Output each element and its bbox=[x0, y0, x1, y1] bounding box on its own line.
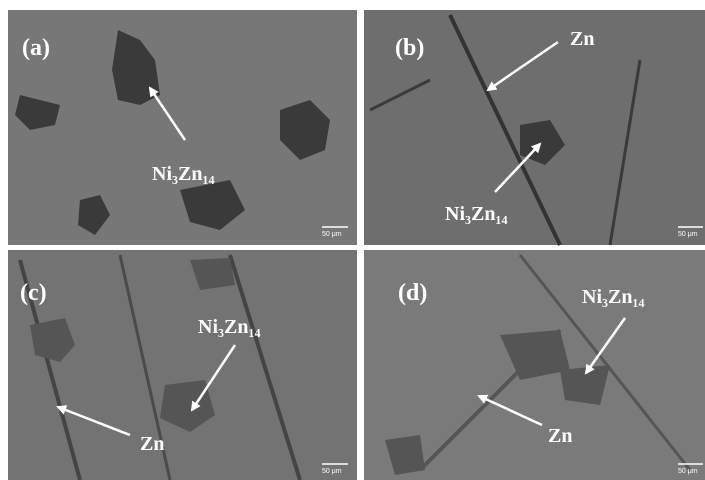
scale-label: 50 μm bbox=[322, 468, 342, 475]
annotation: Ni₃Zn₁₄ bbox=[152, 163, 214, 185]
annotation: Zn bbox=[548, 425, 572, 447]
panel-label: (a) bbox=[22, 35, 50, 61]
panel-label: (d) bbox=[398, 280, 427, 306]
annotation: Zn bbox=[570, 28, 594, 50]
micrograph-figure: (a) Ni₃Zn₁₄ 50 μm (b) Zn Ni₃Zn₁₄ 50 μm (… bbox=[0, 0, 705, 480]
annotation: Ni₃Zn₁₄ bbox=[198, 316, 260, 338]
annotation: Ni₃Zn₁₄ bbox=[582, 286, 644, 308]
panel-d: (d) Ni₃Zn₁₄ Zn 50 μm bbox=[364, 250, 705, 480]
panel-b: (b) Zn Ni₃Zn₁₄ 50 μm bbox=[364, 10, 705, 245]
annotation: Ni₃Zn₁₄ bbox=[445, 203, 507, 225]
panel-c: (c) Ni₃Zn₁₄ Zn 50 μm bbox=[8, 250, 357, 480]
panel-a: (a) Ni₃Zn₁₄ 50 μm bbox=[8, 10, 357, 245]
scale-label: 50 μm bbox=[678, 468, 698, 475]
panel-label: (c) bbox=[20, 280, 47, 306]
scale-label: 50 μm bbox=[322, 231, 342, 238]
micrograph bbox=[8, 250, 357, 480]
panel-label: (b) bbox=[395, 35, 424, 61]
scale-label: 50 μm bbox=[678, 231, 698, 238]
page: {"panels": [ {"label": "(a)", "annotatio… bbox=[0, 0, 705, 480]
annotation: Zn bbox=[140, 433, 164, 455]
